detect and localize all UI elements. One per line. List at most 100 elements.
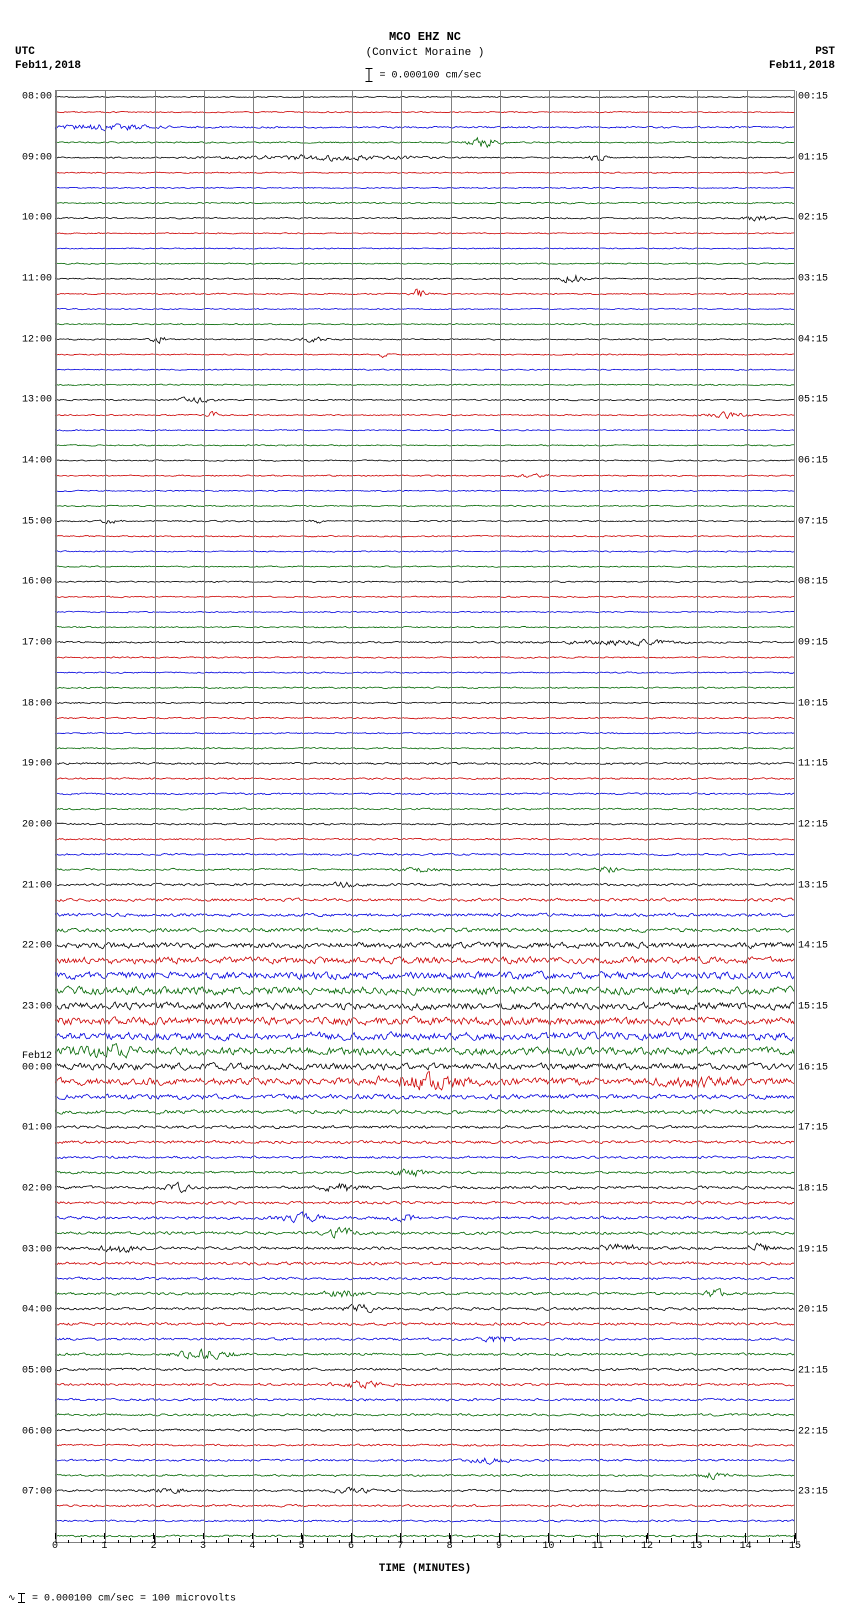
- seismic-trace: [56, 1414, 794, 1416]
- seismic-trace: [56, 1398, 794, 1401]
- y-label-right: 00:15: [798, 92, 842, 103]
- seismic-trace: [56, 1125, 794, 1129]
- vgrid-major: [56, 91, 57, 1542]
- seismic-trace: [56, 702, 794, 704]
- seismic-trace: [56, 1212, 794, 1223]
- vgrid-major: [697, 91, 698, 1542]
- seismic-trace: [56, 551, 794, 552]
- y-label-left: 23:00: [8, 1002, 52, 1013]
- x-tick: 11: [592, 1533, 604, 1552]
- seismic-trace: [56, 520, 794, 524]
- seismic-trace: [56, 596, 794, 598]
- y-label-left: 08:00: [8, 92, 52, 103]
- y-label-left: 13:00: [8, 395, 52, 406]
- y-label-left: 22:00: [8, 941, 52, 952]
- seismic-trace: [56, 1002, 794, 1010]
- seismic-trace: [56, 1322, 794, 1325]
- y-date-label-left: Feb12: [8, 1051, 52, 1062]
- seismic-trace: [56, 1337, 794, 1342]
- y-label-left: 16:00: [8, 577, 52, 588]
- seismic-trace: [56, 187, 794, 188]
- y-label-left: 15:00: [8, 516, 52, 527]
- y-label-right: 17:15: [798, 1123, 842, 1134]
- seismic-trace: [56, 1094, 794, 1100]
- y-label-left: 03:00: [8, 1244, 52, 1255]
- seismic-trace: [56, 276, 794, 283]
- y-label-right: 04:15: [798, 334, 842, 345]
- seismic-trace: [56, 672, 794, 674]
- chart-title: MCO EHZ NC: [0, 30, 850, 46]
- seismic-trace: [56, 732, 794, 733]
- seismic-trace: [56, 1520, 794, 1522]
- seismic-trace: [56, 1156, 794, 1159]
- seismic-trace: [56, 1473, 794, 1479]
- y-label-right: 10:15: [798, 698, 842, 709]
- scale-bar-icon: [368, 68, 369, 82]
- vgrid-major: [303, 91, 304, 1542]
- y-label-right: 03:15: [798, 274, 842, 285]
- seismic-trace: [56, 717, 794, 719]
- seismic-trace: [56, 762, 794, 764]
- y-label-left: 01:00: [8, 1123, 52, 1134]
- seismic-trace: [56, 1277, 794, 1280]
- seismic-trace: [56, 882, 794, 887]
- y-label-right: 12:15: [798, 820, 842, 831]
- y-label-left: 20:00: [8, 820, 52, 831]
- chart-header: MCO EHZ NC (Convict Moraine ): [0, 30, 850, 60]
- vgrid-major: [155, 91, 156, 1542]
- y-label-right: 07:15: [798, 516, 842, 527]
- seismic-trace: [56, 289, 794, 296]
- seismic-trace: [56, 337, 794, 343]
- seismic-trace: [56, 747, 794, 749]
- x-tick: 13: [690, 1533, 702, 1552]
- seismic-trace: [56, 172, 794, 173]
- y-label-right: 05:15: [798, 395, 842, 406]
- y-label-left: 11:00: [8, 274, 52, 285]
- seismic-trace: [56, 823, 794, 825]
- seismic-trace: [56, 867, 794, 873]
- seismic-trace: [56, 445, 794, 446]
- seismic-trace: [56, 928, 794, 933]
- y-label-right: 18:15: [798, 1184, 842, 1195]
- y-label-left: 17:00: [8, 638, 52, 649]
- y-label-left: 02:00: [8, 1184, 52, 1195]
- y-label-right: 09:15: [798, 638, 842, 649]
- seismic-trace: [56, 474, 794, 478]
- y-label-right: 21:15: [798, 1366, 842, 1377]
- vgrid-major: [599, 91, 600, 1542]
- scale-text: = 0.000100 cm/sec: [373, 71, 481, 82]
- seismic-trace: [56, 138, 794, 147]
- footer-scale-bar-icon: [21, 1593, 22, 1603]
- seismic-trace: [56, 1487, 794, 1493]
- seismic-trace: [56, 308, 794, 309]
- seismic-trace: [56, 626, 794, 628]
- seismic-trace: [56, 1062, 794, 1070]
- seismic-trace: [56, 155, 794, 162]
- scale-indicator: = 0.000100 cm/sec: [368, 68, 481, 82]
- seismic-trace: [56, 202, 794, 204]
- vgrid-major: [253, 91, 254, 1542]
- seismic-trace: [56, 657, 794, 659]
- y-label-left: 18:00: [8, 698, 52, 709]
- vgrid-major: [204, 91, 205, 1542]
- vgrid-major: [648, 91, 649, 1542]
- vgrid-major: [352, 91, 353, 1542]
- y-label-left: 10:00: [8, 213, 52, 224]
- y-label-right: 23:15: [798, 1487, 842, 1498]
- y-label-left: 14:00: [8, 456, 52, 467]
- seismic-trace: [56, 611, 794, 612]
- seismic-trace: [56, 1140, 794, 1143]
- x-tick-labels: 0123456789101112131415: [55, 1533, 795, 1563]
- seismic-trace: [56, 248, 794, 249]
- vgrid-major: [747, 91, 748, 1542]
- seismic-trace: [56, 1227, 794, 1238]
- footer-scale: ∿ = 0.000100 cm/sec = 100 microvolts: [8, 1593, 236, 1605]
- seismic-trace: [56, 460, 794, 461]
- seismogram-container: UTC Feb11,2018 PST Feb11,2018 MCO EHZ NC…: [0, 0, 850, 1613]
- seismic-trace: [56, 323, 794, 324]
- x-tick: 15: [789, 1533, 801, 1552]
- seismic-trace: [56, 1044, 794, 1058]
- seismic-trace: [56, 490, 794, 491]
- chart-subtitle: (Convict Moraine ): [0, 46, 850, 60]
- seismic-trace: [56, 957, 794, 964]
